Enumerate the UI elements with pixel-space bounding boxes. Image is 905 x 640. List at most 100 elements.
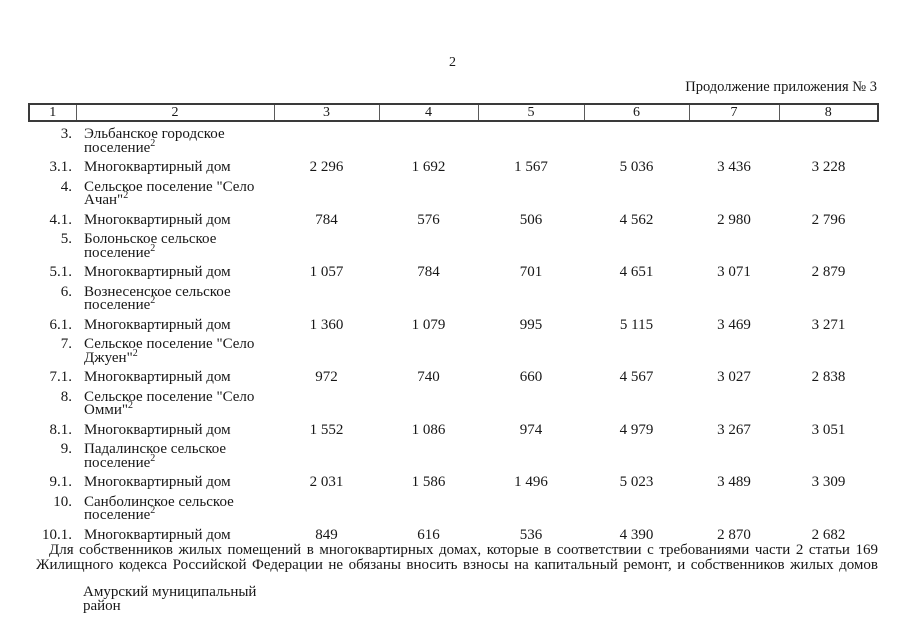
- row-value: [478, 385, 584, 418]
- row-name: Многоквартирный дом: [76, 208, 274, 228]
- row-value: 740: [417, 369, 440, 385]
- district-name-line2: район: [83, 598, 121, 614]
- row-name-line1: Вознесенское сельское: [84, 283, 231, 300]
- footnote-marker: 2: [150, 242, 156, 254]
- row-value: 3 071: [717, 264, 751, 280]
- column-header-7: 7: [688, 103, 780, 122]
- row-value: 576: [417, 211, 440, 228]
- row-value: [779, 280, 878, 313]
- row-value: 3 436: [717, 159, 751, 175]
- row-name: Падалинское сельское поселение2: [76, 437, 274, 471]
- row-name-line2: Джуен": [84, 349, 133, 366]
- column-header-6: 6: [583, 103, 690, 122]
- row-value: [779, 227, 878, 260]
- row-value: [379, 332, 478, 365]
- footnote-paragraph: Для собственников жилых помещений в мног…: [36, 543, 878, 572]
- row-value: [584, 437, 689, 470]
- row-value: 4 390: [619, 526, 654, 543]
- column-header-4: 4: [378, 103, 479, 122]
- row-number: 9.1.: [49, 474, 73, 490]
- row-value: [689, 437, 779, 470]
- row-value: [478, 332, 584, 365]
- table-row: 7.1. Многоквартирный дом 972 740 660 4 5…: [29, 365, 878, 385]
- row-value: [274, 385, 379, 418]
- row-name-line1: Эльбанское городское: [84, 126, 225, 142]
- row-name-line2: поселение: [84, 507, 151, 523]
- row-value: [584, 490, 689, 523]
- data-table: 1 2 3 4 5 6 7 8 3. Эльбанское городское п…: [28, 103, 879, 542]
- row-value: 3 489: [717, 474, 751, 490]
- row-name-line1: Многоквартирный дом: [84, 159, 231, 175]
- row-number: 8.1.: [49, 421, 73, 438]
- row-value: [379, 175, 478, 208]
- row-value: 2 980: [717, 211, 751, 228]
- row-value: 2 796: [811, 211, 846, 228]
- row-value: [379, 280, 478, 313]
- district-name: Амурский муниципальный район: [83, 584, 283, 614]
- row-value: [689, 175, 779, 208]
- row-value: 536: [519, 526, 543, 543]
- row-value: [779, 437, 878, 470]
- row-value: [584, 280, 689, 313]
- row-name-line1: Сельское поселение "Село: [84, 178, 255, 195]
- row-value: 4 567: [619, 369, 654, 385]
- row-value: 849: [315, 526, 338, 543]
- row-value: [478, 490, 584, 523]
- row-name-line1: Санболинское сельское: [84, 493, 234, 510]
- row-value: 1 079: [411, 316, 446, 333]
- table-row: 3.1. Многоквартирный дом 2 296 1 692 1 5…: [29, 155, 878, 175]
- row-value: 784: [417, 264, 440, 280]
- row-value: [379, 385, 478, 418]
- row-value: 3 027: [717, 369, 751, 385]
- row-name-line1: Многоквартирный дом: [84, 369, 231, 385]
- row-value: 5 115: [619, 316, 654, 333]
- footnote-marker: 2: [150, 137, 156, 149]
- row-name-line1: Многоквартирный дом: [84, 421, 231, 438]
- row-number: 4.: [60, 178, 72, 195]
- row-value: [274, 332, 379, 365]
- column-header-5: 5: [477, 103, 585, 122]
- row-value: 4 651: [619, 264, 654, 280]
- row-value: [274, 490, 379, 523]
- page-number: 2: [449, 55, 456, 70]
- table-row: 9.1. Многоквартирный дом 2 031 1 586 1 4…: [29, 470, 878, 490]
- table-row: 6. Вознесенское сельское поселение2: [29, 280, 878, 313]
- row-value: 1 586: [411, 474, 446, 490]
- row-value: 1 086: [411, 421, 446, 438]
- row-name-line2: поселение: [84, 454, 151, 471]
- row-number: 10.: [53, 493, 72, 510]
- row-value: [379, 227, 478, 260]
- row-value: 660: [519, 369, 543, 385]
- table-row: 8.1. Многоквартирный дом 1 552 1 086 974…: [29, 418, 878, 438]
- table-row: 9. Падалинское сельское поселение2: [29, 437, 878, 471]
- row-name-line1: Сельское поселение "Село: [84, 336, 255, 352]
- row-value: [689, 280, 779, 313]
- row-value: 3 309: [811, 474, 846, 490]
- appendix-continuation-label: Продолжение приложения № 3: [685, 79, 877, 95]
- row-value: 972: [315, 369, 338, 385]
- footnote-line-2: Жилищного кодекса Российской Федерации н…: [36, 556, 878, 573]
- row-value: 2 870: [717, 526, 751, 543]
- row-value: 2 879: [811, 264, 846, 280]
- row-value: 506: [519, 211, 543, 228]
- row-name-line1: Падалинское сельское: [84, 441, 227, 457]
- district-name-line1: Амурский муниципальный: [83, 584, 257, 600]
- row-value: 3 228: [811, 159, 846, 175]
- row-name: Сельское поселение "Село Джуен"2: [76, 332, 274, 366]
- row-value: 1 496: [514, 474, 548, 490]
- row-value: [779, 121, 878, 155]
- row-value: 5 023: [619, 474, 654, 490]
- row-name-line1: Многоквартирный дом: [84, 211, 231, 228]
- footnote-marker: 2: [132, 347, 138, 359]
- row-name-line2: Омми": [84, 402, 128, 418]
- row-value: [478, 437, 584, 470]
- row-number: 5.1.: [49, 264, 73, 280]
- row-value: 4 979: [619, 421, 654, 438]
- row-name: Многоквартирный дом: [76, 418, 274, 438]
- footnote-line-1: Для собственников жилых помещений в мног…: [49, 542, 878, 558]
- row-name-line1: Сельское поселение "Село: [84, 388, 255, 405]
- row-value: 1 057: [309, 264, 344, 280]
- row-value: [274, 437, 379, 470]
- row-name: Многоквартирный дом: [76, 155, 274, 175]
